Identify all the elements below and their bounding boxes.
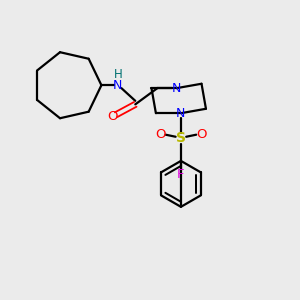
Text: O: O	[107, 110, 118, 123]
Text: F: F	[177, 168, 185, 181]
Text: O: O	[155, 128, 166, 141]
Text: O: O	[196, 128, 207, 141]
Text: S: S	[176, 131, 186, 145]
Text: N: N	[176, 107, 186, 120]
Text: N: N	[172, 82, 181, 95]
Text: H: H	[114, 68, 123, 81]
Text: N: N	[113, 79, 122, 92]
